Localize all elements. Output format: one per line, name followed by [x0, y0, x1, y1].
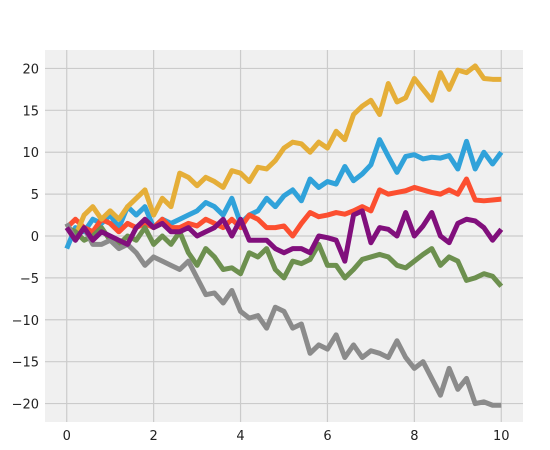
y-tick-label: −10	[12, 314, 39, 329]
x-tick-label: 6	[323, 429, 331, 444]
x-tick-label: 10	[493, 429, 510, 444]
y-tick-label: −5	[20, 272, 39, 287]
y-tick-label: 0	[31, 230, 39, 245]
series-line-5	[64, 222, 502, 408]
series-line-4	[65, 225, 504, 288]
y-tick-label: 5	[31, 188, 39, 203]
series-lines	[64, 63, 504, 408]
y-tick-label: 20	[22, 62, 39, 77]
x-tick-label: 0	[63, 429, 71, 444]
x-tick-label: 2	[149, 429, 157, 444]
y-tick-label: −20	[12, 398, 39, 413]
series-line-1	[64, 137, 504, 250]
x-tick-label: 4	[236, 429, 244, 444]
y-tick-label: 15	[22, 104, 39, 119]
y-tick-label: 10	[22, 146, 39, 161]
series-line-6	[64, 208, 504, 264]
x-tick-label: 8	[410, 429, 418, 444]
x-tick-labels: 0 2 4 6 8 10	[63, 429, 510, 444]
series-line-3	[64, 63, 502, 239]
y-tick-label: −15	[12, 356, 39, 371]
y-tick-labels: −20 −15 −10 −5 0 5 10 15 20	[12, 62, 39, 412]
